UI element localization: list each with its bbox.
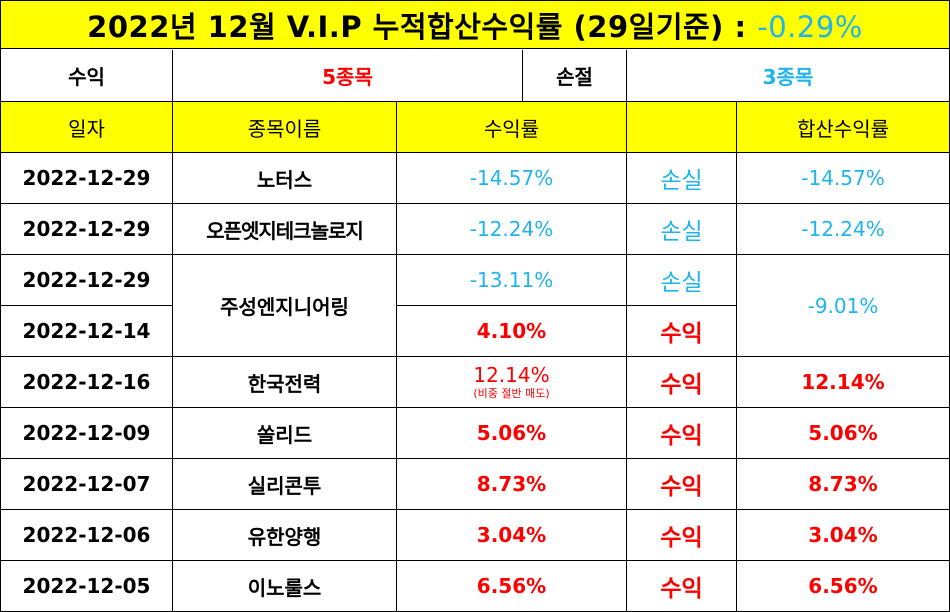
row-return: 4.10%: [397, 306, 627, 357]
row-return: -12.24%: [397, 204, 627, 255]
table-row: 2022-12-29 -13.11% 손실: [1, 255, 949, 306]
row-name: 이노룰스: [173, 561, 397, 611]
row-result: 수익: [627, 408, 737, 459]
row-name: 오픈엣지테크놀로지: [173, 204, 397, 255]
profit-count: 5종목: [173, 50, 523, 102]
row-result: 손실: [627, 255, 737, 306]
header-row: 일자 종목이름 수익률 합산수익률: [1, 102, 949, 153]
row-note: (비중 절반 매도): [473, 386, 550, 400]
row-name: 쏠리드: [173, 408, 397, 459]
row-return: 6.56%: [397, 561, 627, 611]
row-result: 수익: [627, 510, 737, 561]
row-total: 6.56%: [808, 574, 878, 598]
loss-count: 3종목: [627, 50, 949, 102]
table-row: 2022-12-06 유한양행 3.04% 수익 3.04%: [1, 510, 949, 561]
row-date: 2022-12-29: [1, 255, 173, 306]
row-total: -12.24%: [737, 204, 949, 255]
row-date: 2022-12-29: [1, 204, 173, 255]
cumulative-return: -0.29%: [757, 9, 863, 44]
table-row: 2022-12-29 노터스 -14.57% 손실 -14.57%: [1, 153, 949, 204]
row-return: 5.06%: [397, 408, 627, 459]
summary-row: 수익 5종목 손절 3종목: [1, 50, 949, 102]
row-name: 노터스: [173, 153, 397, 204]
row-date: 2022-12-07: [1, 459, 173, 510]
row-total: 3.04%: [737, 510, 949, 561]
merged-name-cell: 주성엔지니어링: [173, 255, 397, 357]
title-bar: 2022년 12월 V.I.P 누적합산수익률 (29일기준) : -0.29%: [1, 1, 949, 49]
title-text: 2022년 12월 V.I.P 누적합산수익률 (29일기준) :: [87, 9, 758, 44]
table-row: 2022-12-29 오픈엣지테크놀로지 -12.24% 손실 -12.24%: [1, 204, 949, 255]
header-name: 종목이름: [173, 102, 397, 153]
row-return: -13.11%: [397, 255, 627, 306]
profit-label: 수익: [1, 50, 173, 102]
header-result: [627, 102, 737, 153]
table-row: 2022-12-09 쏠리드 5.06% 수익 5.06%: [1, 408, 949, 459]
row-result: 수익: [627, 459, 737, 510]
row-return: 8.73%: [397, 459, 627, 510]
row-return-with-note: 12.14% (비중 절반 매도): [397, 357, 627, 408]
header-date: 일자: [1, 102, 173, 153]
header-total: 합산수익률: [737, 102, 949, 153]
merged-total-cell: -9.01%: [737, 255, 949, 357]
table-row: 2022-12-05 이노룰스 6.56% 수익 6.56%: [1, 561, 949, 611]
row-result: 수익: [627, 306, 737, 357]
row-date: 2022-12-16: [1, 357, 173, 408]
row-total: 8.73%: [737, 459, 949, 510]
row-return: 12.14%: [473, 362, 550, 387]
row-return: -14.57%: [397, 153, 627, 204]
table-row: 2022-12-16 한국전력 12.14% (비중 절반 매도) 수익 12.…: [1, 357, 949, 408]
table-row: 2022-12-07 실리콘투 8.73% 수익 8.73%: [1, 459, 949, 510]
row-total: -14.57%: [737, 153, 949, 204]
row-result: 수익: [627, 561, 737, 611]
row-result: 손실: [627, 204, 737, 255]
row-total: 5.06%: [737, 408, 949, 459]
row-date: 2022-12-05: [1, 561, 173, 611]
row-name: 유한양행: [173, 510, 397, 561]
row-total: 12.14%: [737, 357, 949, 408]
row-date: 2022-12-29: [1, 153, 173, 204]
row-result: 수익: [627, 357, 737, 408]
loss-label: 손절: [523, 50, 627, 102]
row-date: 2022-12-14: [1, 306, 173, 357]
row-result: 손실: [627, 153, 737, 204]
row-date: 2022-12-09: [1, 408, 173, 459]
row-name: 실리콘투: [173, 459, 397, 510]
row-date: 2022-12-06: [1, 510, 173, 561]
page-title: 2022년 12월 V.I.P 누적합산수익률 (29일기준) : -0.29%: [87, 4, 863, 46]
table-row: 2022-12-14 4.10% 수익: [1, 306, 949, 357]
header-return: 수익률: [397, 102, 627, 153]
row-return: 3.04%: [397, 510, 627, 561]
row-name: 한국전력: [173, 357, 397, 408]
